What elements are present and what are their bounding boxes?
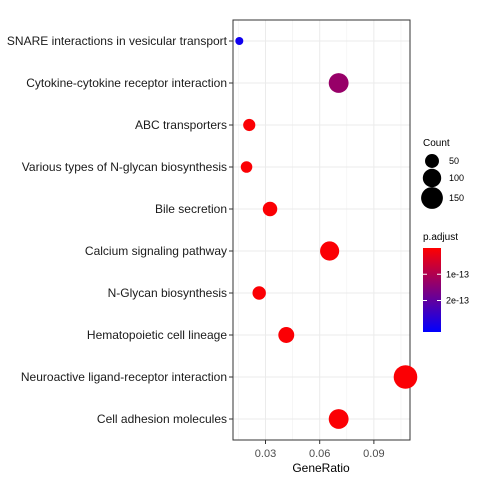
data-point xyxy=(235,36,244,46)
x-axis-title: GeneRatio xyxy=(292,461,350,475)
size-legend-key xyxy=(421,187,443,209)
y-tick-label: Cell adhesion molecules xyxy=(97,412,227,426)
grid-lines xyxy=(233,20,410,440)
data-point xyxy=(278,327,295,343)
size-legend-title: Count xyxy=(423,138,450,149)
x-tick-label: 0.03 xyxy=(255,448,276,460)
y-tick-label: N-Glycan biosynthesis xyxy=(108,286,227,300)
data-point xyxy=(328,73,349,93)
y-tick-label: SNARE interactions in vesicular transpor… xyxy=(7,34,228,48)
y-tick-label: Bile secretion xyxy=(155,202,227,216)
color-legend-label: 1e-13 xyxy=(446,269,469,279)
size-legend: Count 50 100 150 xyxy=(421,138,464,209)
color-legend: p.adjust 1e-13 2e-13 xyxy=(423,232,469,332)
size-legend-label: 50 xyxy=(449,156,459,166)
size-legend-key xyxy=(422,168,442,188)
size-legend-label: 100 xyxy=(449,173,464,183)
data-point xyxy=(393,365,418,389)
x-tick-label: 0.06 xyxy=(309,448,330,460)
y-tick-label: Calcium signaling pathway xyxy=(85,244,227,258)
size-legend-label: 150 xyxy=(449,193,464,203)
y-tick-label: Neuroactive ligand-receptor interaction xyxy=(21,370,227,384)
color-legend-label: 2e-13 xyxy=(446,296,469,306)
data-point xyxy=(240,161,253,173)
color-legend-title: p.adjust xyxy=(423,232,458,243)
color-legend-bar xyxy=(423,248,441,332)
y-axis-labels: SNARE interactions in vesicular transpor… xyxy=(7,34,233,426)
data-point xyxy=(262,201,278,217)
plot-panel-border xyxy=(232,19,411,441)
data-points xyxy=(235,36,418,429)
size-legend-key xyxy=(425,154,439,168)
y-tick-label: Various types of N-glycan biosynthesis xyxy=(22,160,227,174)
y-tick-label: Hematopoietic cell lineage xyxy=(87,328,227,342)
data-point xyxy=(243,118,256,132)
x-axis: 0.03 0.06 0.09 xyxy=(255,440,385,460)
x-tick-label: 0.09 xyxy=(363,448,384,460)
data-point xyxy=(320,241,340,261)
data-point xyxy=(252,286,266,300)
data-point xyxy=(328,409,349,429)
y-tick-label: Cytokine-cytokine receptor interaction xyxy=(26,76,227,90)
y-tick-label: ABC transporters xyxy=(135,118,227,132)
